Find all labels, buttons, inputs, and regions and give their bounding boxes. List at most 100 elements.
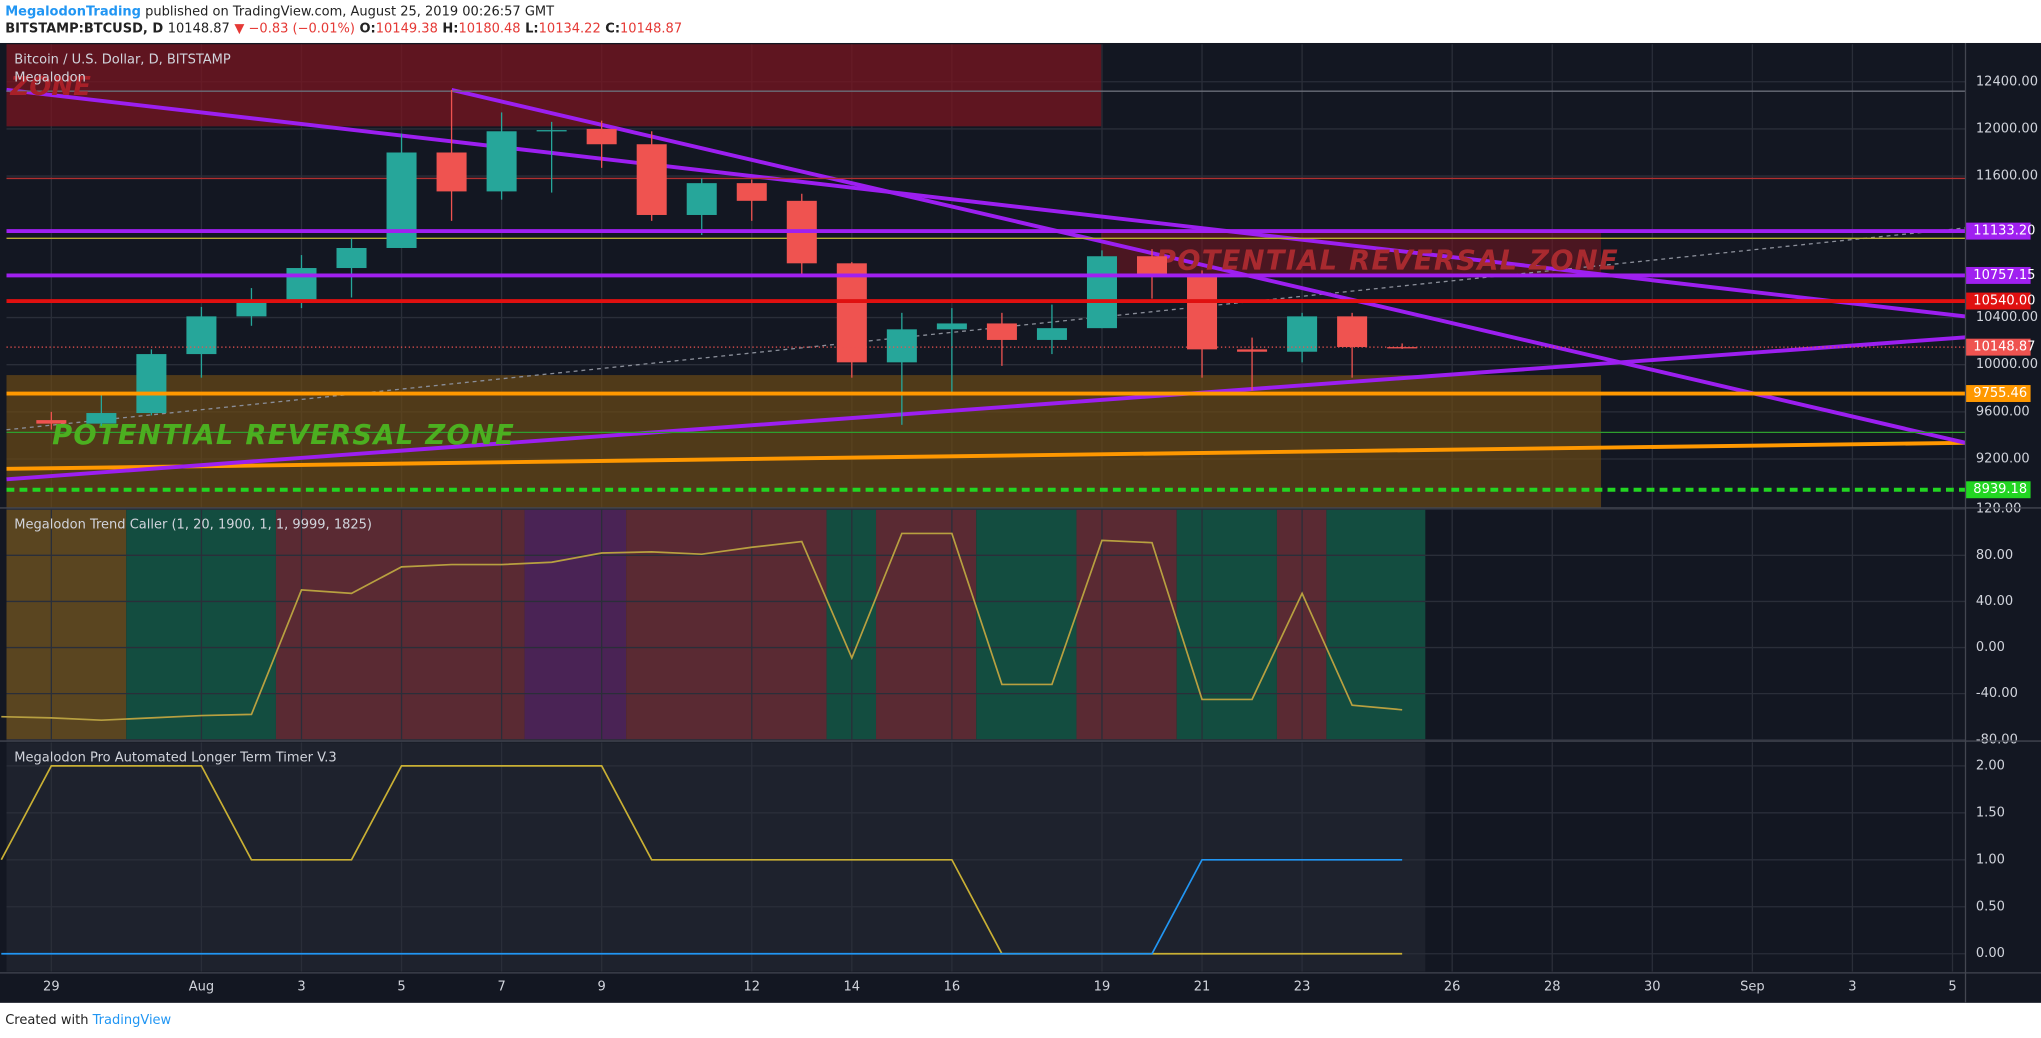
y-tick-label: 1.00: [1976, 852, 2005, 867]
y-tick-label: 0.00: [1976, 946, 2005, 961]
level-badge: [1965, 266, 2031, 284]
band: [1076, 509, 1177, 740]
drawings: ZONE POTENTIAL REVERSAL ZONE POTENTIAL R…: [6, 44, 1966, 508]
x-tick-label: 12: [743, 980, 760, 995]
band: [976, 509, 1077, 740]
y-tick-label: 10000.00: [1976, 357, 2038, 372]
panel-titles: Bitcoin / U.S. Dollar, D, BITSTAMP Megal…: [14, 52, 372, 765]
candle-body: [636, 144, 667, 215]
y-tick-label: 11600.00: [1976, 169, 2038, 184]
zone: [6, 375, 1602, 508]
last: 10148.87: [168, 21, 230, 36]
candle-body: [286, 268, 317, 303]
y-tick-label: 9600.00: [1976, 404, 2030, 419]
header: MegalodonTrading published on TradingVie…: [5, 4, 682, 1027]
candle-body: [1036, 328, 1067, 340]
series-line: [1, 858, 1403, 955]
candle-body: [136, 354, 167, 414]
candle-body: [1086, 256, 1117, 329]
y-tick-label: 0.50: [1976, 899, 2005, 914]
timer-bg: [6, 742, 1426, 972]
trend-bands: [6, 509, 1426, 740]
x-tick-label: 21: [1194, 980, 1211, 995]
x-tick-label: 14: [844, 980, 861, 995]
header-line2: BITSTAMP:BTCUSD, D 10148.87 ▼ −0.83 (−0.…: [5, 21, 682, 36]
candle-body: [1287, 316, 1318, 352]
c-label: C:: [605, 21, 620, 36]
o-label: O:: [359, 21, 375, 36]
candle-body: [486, 131, 517, 192]
trend-line: [6, 87, 1966, 319]
x-tick-label: 16: [944, 980, 961, 995]
candle-body: [336, 247, 367, 269]
level-label: 10540.00: [1973, 294, 2035, 309]
candle-body: [836, 263, 867, 363]
y-tick-label: 2.00: [1976, 758, 2005, 773]
y-tick-label: 10400.00: [1976, 310, 2038, 325]
x-tick-label: 23: [1294, 980, 1311, 995]
c-value: 10148.87: [620, 21, 682, 36]
x-tick-label: 30: [1644, 980, 1661, 995]
level-label: 10757.15: [1973, 268, 2035, 283]
y-tick-label: 0.00: [1976, 640, 2005, 655]
trend-line: [6, 440, 1966, 471]
y-tick-label: 120.00: [1976, 502, 2022, 517]
y-tick-label: 40.00: [1976, 594, 2013, 609]
band: [1326, 509, 1426, 740]
x-tick-label: Sep: [1740, 980, 1765, 995]
candle-body: [1136, 256, 1168, 276]
annotation: POTENTIAL REVERSAL ZONE: [52, 420, 515, 451]
footer-created: Created with: [5, 1012, 88, 1027]
trend-line: [451, 87, 1966, 445]
x-tick-label: 3: [1848, 980, 1856, 995]
footer-text: Created with TradingView: [5, 1012, 171, 1027]
series-line: [0, 764, 1403, 955]
chart-title: Bitcoin / U.S. Dollar, D, BITSTAMP: [14, 52, 231, 67]
x-tick-label: 7: [497, 980, 505, 995]
panel-title: Megalodon Trend Caller (1, 20, 1900, 1, …: [14, 517, 372, 532]
candle-body: [36, 420, 67, 424]
candle-body: [436, 152, 467, 192]
annotation: ZONE: [9, 72, 91, 102]
panel-title: Megalodon Pro Automated Longer Term Time…: [14, 750, 336, 765]
candle-body: [686, 183, 717, 215]
level-badge: [1965, 292, 2031, 310]
h-label: H:: [442, 21, 458, 36]
l-label: L:: [525, 21, 538, 36]
x-tick-label: 28: [1544, 980, 1561, 995]
candle-body: [386, 152, 417, 248]
trend-line: [6, 335, 1966, 482]
level-badge: [1965, 385, 2031, 402]
candle-body: [186, 316, 217, 355]
level-label: 8939.18: [1973, 482, 2027, 497]
y-tick-label: 80.00: [1976, 548, 2013, 563]
candle-body: [1237, 349, 1268, 352]
trend-line: [6, 227, 1966, 431]
band: [1176, 509, 1277, 740]
o-value: 10149.38: [376, 21, 438, 36]
x-tick-label: 5: [397, 980, 405, 995]
candle-body: [86, 413, 117, 424]
band: [876, 509, 977, 740]
y-tick-label: 12000.00: [1976, 121, 2038, 136]
candle-body: [986, 323, 1017, 340]
level-label: 9755.46: [1973, 386, 2027, 401]
y-tick-label: 1.50: [1976, 805, 2005, 820]
publisher[interactable]: MegalodonTrading: [5, 4, 141, 19]
candle-body: [936, 323, 967, 330]
footer-brand[interactable]: TradingView: [92, 1012, 172, 1027]
x-tick-label: 29: [43, 980, 60, 995]
change: ▼ −0.83 (−0.01%): [234, 21, 355, 36]
candle-body: [1187, 275, 1218, 350]
candle-body: [886, 329, 917, 363]
x-tick-label: Aug: [189, 980, 214, 995]
y-tick-label: -80.00: [1976, 732, 2018, 747]
x-tick-label: 9: [598, 980, 606, 995]
x-tick-label: 3: [297, 980, 305, 995]
level-badge: [1965, 481, 2031, 499]
x-tick-label: 26: [1444, 980, 1461, 995]
band: [6, 509, 127, 740]
plot: 29 Aug 3 5 7 9 12 14 16 19 21 23 26 28 30 Sep 3 5 12400.00…: [0, 74, 2038, 995]
chart-subtitle: Megalodon: [14, 71, 86, 86]
